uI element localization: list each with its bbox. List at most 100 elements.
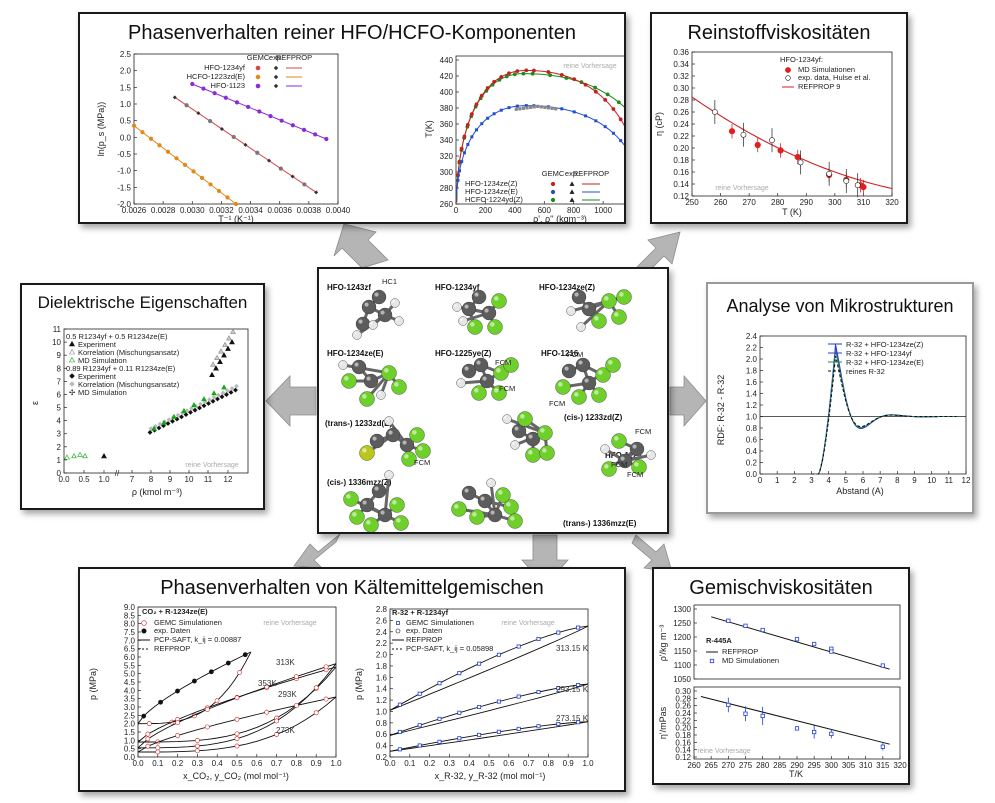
y-tick-label: 0.12: [673, 192, 689, 201]
atom-highlight: [362, 500, 367, 505]
atom-highlight: [464, 488, 469, 493]
y-tick-label: 0.20: [675, 724, 691, 733]
y-tick-label: 0.16: [673, 168, 689, 177]
legend-header: GEMC: [247, 53, 270, 62]
atom: [377, 307, 393, 323]
x-tick-label: 290: [800, 198, 814, 207]
atom-highlight: [386, 472, 389, 475]
data-point: [151, 425, 157, 431]
data-point: [211, 394, 217, 400]
y-tick-label: 0.4: [746, 447, 758, 456]
data-point: [77, 451, 83, 457]
legend-label: exp. Daten: [154, 626, 190, 635]
atom: [571, 389, 587, 405]
md-viscosity-point: [880, 744, 885, 749]
data-point: [145, 743, 151, 749]
data-point: [233, 201, 239, 207]
atom: [338, 360, 348, 370]
atom-highlight: [484, 308, 489, 313]
atom-highlight: [474, 388, 479, 393]
data-point: [147, 430, 153, 435]
data-point: [257, 109, 262, 114]
atom-highlight: [464, 366, 469, 371]
atom-highlight: [578, 360, 583, 365]
data-point: [212, 91, 217, 96]
atom-highlight: [364, 302, 369, 307]
data-point: [233, 387, 238, 393]
exp-point: [843, 178, 850, 184]
data-point: [192, 678, 197, 684]
data-point: [515, 69, 520, 74]
data-point: [166, 417, 172, 422]
note: reine Vorhersage: [501, 620, 554, 627]
md-point: [777, 147, 784, 154]
data-point: [556, 630, 561, 635]
chart-microstructure: 0 1 2 3 4 5 6 7 8 9 10 11 122.42.22.01.81.61.41.21.0…: [716, 332, 971, 496]
atom: [600, 444, 610, 454]
y-tick-label: 0.14: [673, 180, 689, 189]
data-point: [195, 748, 200, 754]
atom: [389, 497, 405, 513]
molecule-label: (cis-) 1233zd(Z): [564, 413, 623, 422]
data-point: [217, 358, 223, 364]
x-tick-label: 0.5: [483, 759, 495, 768]
curve-label: 293K: [278, 690, 297, 699]
md-density-point: [760, 627, 765, 633]
atom-highlight: [454, 504, 459, 509]
data-point: [546, 106, 551, 110]
panel-title: Phasenverhalten reiner HFO/HCFO-Komponen…: [128, 22, 576, 44]
x-tick-label: 7: [878, 476, 883, 485]
atom: [481, 305, 497, 321]
curve-label: 273K: [276, 726, 295, 735]
y-tick-label: 0.24: [675, 709, 691, 718]
atom-highlight: [619, 292, 624, 297]
atom: [381, 365, 397, 381]
legend-label: PCP-SAFT, k_ij = 0.05898: [406, 644, 493, 653]
marker: [273, 74, 279, 80]
y-tick-label: 0: [57, 469, 62, 478]
marker: [255, 65, 261, 71]
data-point: [548, 73, 553, 78]
data-point: [496, 652, 501, 657]
data-point: [157, 421, 163, 427]
legend-label: MD Simulation: [78, 388, 127, 397]
legend-label: exp. data, Hulse et al.: [798, 73, 871, 82]
data-point: [209, 371, 215, 378]
y-tick-label: 0.8: [746, 424, 758, 433]
data-point: [225, 195, 230, 200]
atom-highlight: [482, 376, 487, 381]
y-tick-label: 0.30: [673, 84, 689, 93]
marker: [255, 74, 261, 80]
panel-phase-pure: Phasenverhalten reiner HFO/HCFO-Komponen…: [78, 12, 626, 224]
data-point: [521, 106, 526, 110]
x-tick-label: 0.1: [152, 759, 164, 768]
data-point: [499, 74, 504, 79]
atom: [561, 363, 577, 379]
site-label: FCM: [495, 358, 511, 367]
data-point: [225, 660, 231, 666]
atom: [384, 470, 394, 480]
panel-title: Analyse von Mikrostrukturen: [726, 296, 954, 316]
atom-highlight: [358, 319, 363, 324]
data-point: [618, 117, 623, 122]
y-tick-label: 0.26: [675, 702, 691, 711]
atom: [393, 515, 409, 531]
y-tick-label: 3.5: [124, 695, 136, 704]
y-tick-label: 0.4: [376, 742, 388, 751]
data-point: [184, 103, 189, 108]
atom-highlight: [366, 520, 371, 525]
data-point: [437, 681, 442, 686]
atom: [517, 411, 533, 427]
atom-highlight: [594, 390, 599, 395]
legend-label: Korrelation (Mischungsansatz): [78, 348, 180, 357]
data-point: [174, 156, 179, 161]
x-tick-label: 0.1: [404, 759, 416, 768]
legend-marker: [395, 628, 401, 634]
md-viscosity-point: [812, 729, 817, 735]
atom: [477, 493, 493, 509]
legend-label: GEMC Simulationen: [406, 618, 474, 627]
y-tick-label: 1.6: [376, 673, 388, 682]
panel-title: Reinstoffviskositäten: [687, 22, 871, 44]
data-point: [201, 396, 207, 402]
